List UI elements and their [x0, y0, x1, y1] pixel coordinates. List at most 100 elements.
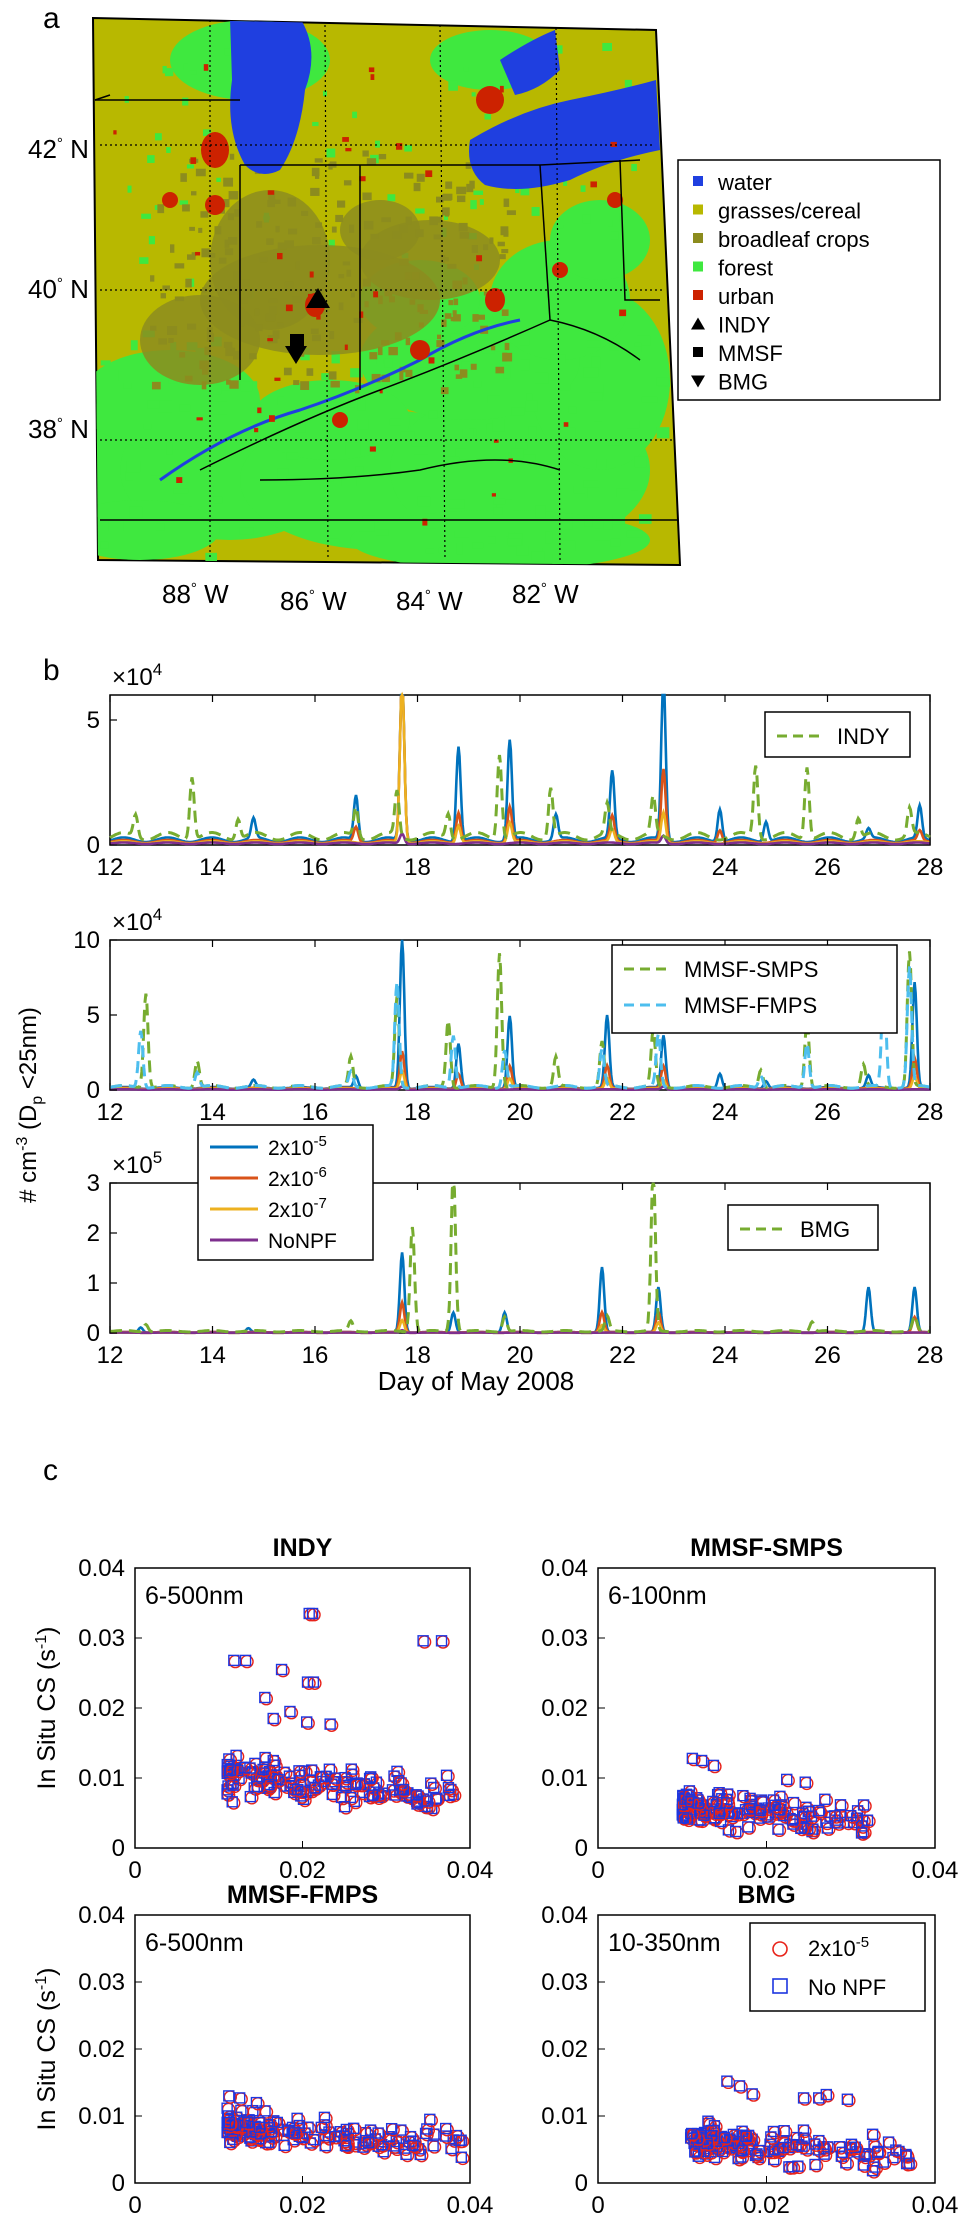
lake-st-clair [500, 30, 560, 95]
x-tick-label: 0 [128, 2192, 141, 2219]
crop-pixel [150, 325, 157, 331]
crop-pixel [184, 375, 193, 382]
scatter-title: INDY [273, 1534, 333, 1562]
crop-pixel [315, 222, 323, 228]
crop-pixel [330, 381, 340, 388]
crop-pixel [455, 374, 463, 379]
point-no-npf [685, 2127, 698, 2140]
urban-pixel [370, 74, 375, 80]
crop-pixel [195, 168, 206, 177]
forest-pixel [594, 421, 603, 430]
point-no-npf [857, 1799, 870, 1811]
crop-pixel [223, 199, 230, 208]
point-no-npf [707, 1759, 720, 1772]
legend-marker-forest [693, 261, 703, 272]
svg-text:88° W: 88° W [162, 579, 229, 609]
crop-pixel [369, 352, 378, 360]
forest-pixel [375, 140, 380, 148]
crop-pixel [399, 225, 408, 233]
forest-pixel [240, 381, 253, 392]
forest-pixel [638, 514, 652, 524]
crop-pixel [287, 197, 296, 207]
crop-pixel [202, 367, 209, 375]
point-no-npf [302, 2121, 314, 2133]
forest-pixel [147, 400, 160, 409]
crop-pixel [229, 380, 239, 389]
scatter-panels: 0 0.02 0.0400.010.020.030.04INDY6-500nmIn … [33, 1534, 958, 2219]
size-range-annotation: 10-350nm [608, 1929, 721, 1957]
lon-label-82: 82 [512, 579, 541, 609]
forest-pixel [531, 547, 543, 555]
point-no-npf [861, 1814, 874, 1826]
forest-pixel [129, 506, 143, 518]
x-tick-label: 0 [128, 1857, 141, 1884]
crop-pixel [450, 316, 460, 322]
lon-suffix-86: W [322, 586, 347, 616]
urban-pixel [274, 377, 281, 381]
crop-pixel [180, 173, 187, 182]
crop-pixel [201, 381, 207, 390]
forest-pixel [656, 427, 670, 439]
point-no-npf [736, 2144, 748, 2157]
forest-pixel [357, 418, 369, 430]
x-tick-label: 0.04 [447, 2192, 494, 2219]
point-no-npf [400, 2148, 412, 2161]
urban-pixel [344, 344, 348, 351]
legend-obs: BMG [727, 1204, 879, 1251]
urban-pixel [499, 85, 504, 93]
legend-label: INDY [837, 724, 890, 749]
forest-pixel [634, 346, 642, 353]
crop-pixel [259, 256, 268, 263]
forest-pixel [154, 133, 162, 141]
crop-pixel [226, 379, 231, 385]
forest-pixel [186, 164, 194, 169]
point-no-npf [689, 2146, 701, 2158]
crop-pixel [503, 198, 510, 207]
forest-pixel [123, 383, 132, 389]
point-no-npf [845, 2138, 858, 2151]
forest-pixel [553, 45, 563, 54]
forest-pixel [586, 340, 601, 348]
crop-pixel [462, 277, 468, 285]
point-no-npf [795, 1822, 807, 1835]
x-tick-label: 14 [199, 854, 226, 881]
forest-pixel [493, 498, 506, 505]
crop-pixel [191, 252, 197, 257]
forest-pixel [249, 381, 258, 391]
urban-pixel [619, 309, 627, 317]
point-no-npf [417, 1635, 429, 1647]
urban-pixel [190, 157, 197, 164]
x-tick-label: 26 [814, 854, 841, 881]
legend-label-urban: urban [718, 284, 774, 309]
crop-pixel [456, 186, 467, 195]
point-no-npf [307, 2133, 320, 2146]
point-no-npf [866, 2128, 879, 2140]
forest-pixel [350, 368, 363, 378]
crop-pixel [441, 194, 452, 201]
point-no-npf [832, 1817, 844, 1829]
forest-pixel [580, 185, 586, 192]
forest-pixel [331, 351, 340, 364]
crop-pixel [233, 350, 240, 360]
forest-pixel [155, 523, 165, 531]
crop-pixel [436, 340, 445, 348]
crop-pixel [444, 209, 449, 217]
point-no-npf [797, 2124, 810, 2136]
point-no-npf [232, 1764, 244, 1777]
crop-pixel [275, 225, 280, 233]
y-tick-label: 0.04 [78, 1555, 125, 1582]
crop-pixel [229, 153, 235, 160]
x-tick-label: 16 [302, 854, 329, 881]
point-no-npf [233, 2092, 246, 2104]
legend-marker-mmsf [693, 347, 703, 357]
crop-pixel [444, 313, 452, 319]
forest-pixel [619, 213, 628, 223]
crop-pixel [429, 216, 439, 226]
point-no-npf [338, 1800, 351, 1813]
point-no-npf [442, 1781, 455, 1794]
x-tick-label: 0.02 [743, 2192, 790, 2219]
y-tick-label: 0 [112, 2170, 125, 2197]
crop-pixel [458, 222, 468, 232]
point-no-npf [813, 2092, 825, 2104]
crop-pixel [343, 180, 352, 186]
